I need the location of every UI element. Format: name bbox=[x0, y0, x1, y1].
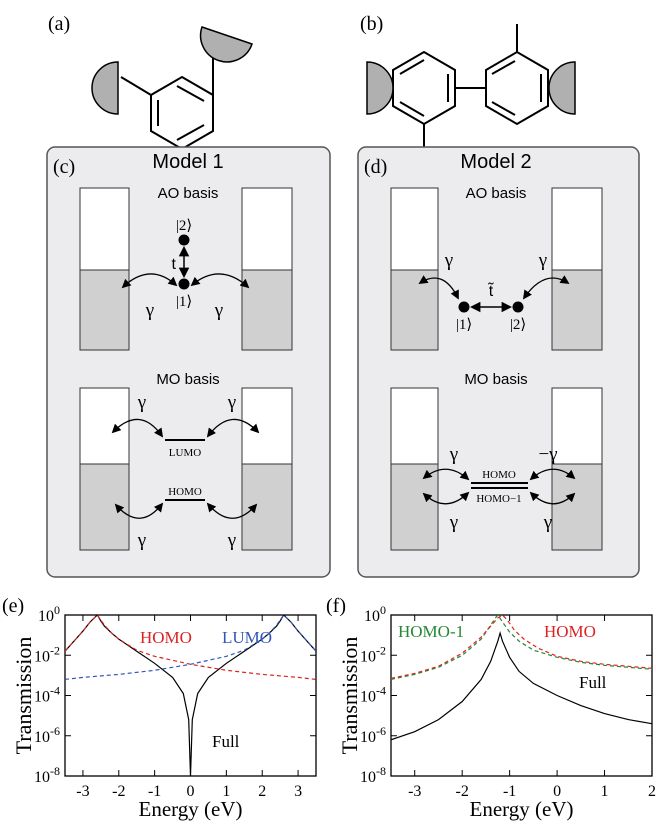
panel-c-site-1 bbox=[178, 278, 190, 290]
panel-c-ao-gamma-left: γ bbox=[145, 300, 154, 321]
electrode-contact-a-left bbox=[91, 61, 119, 115]
panel-d-ao-coupling-left bbox=[418, 275, 459, 300]
panel-d-site-2-label: |2⟩ bbox=[510, 317, 526, 333]
chart-f-xtick-label: -1 bbox=[503, 783, 516, 800]
chart-f-xtick-label: -3 bbox=[408, 783, 421, 800]
panel-d-ao-heading: AO basis bbox=[466, 185, 527, 202]
panel-d-site-1 bbox=[458, 301, 470, 313]
chart-f-ylabel: Transmission bbox=[337, 637, 362, 755]
molecule-b bbox=[369, 24, 572, 152]
panel-c-mo-coupling-bottom-right bbox=[206, 502, 258, 519]
chart-f-xlabel: Energy (eV) bbox=[470, 797, 574, 821]
panel-d-mo-coupling-top-right bbox=[529, 468, 576, 481]
chart-f-ytick-label: 10-6 bbox=[360, 724, 386, 746]
chart-e-xtick-label: 0 bbox=[187, 783, 195, 800]
panel-d-ao-gamma-right: γ bbox=[538, 250, 547, 271]
chart-e-ytick-label: 100 bbox=[38, 603, 60, 625]
panel-c-ao-coupling-left bbox=[121, 273, 178, 289]
panel-c-lumo-label: LUMO bbox=[169, 447, 201, 459]
panel-c-site-1-label: |1⟩ bbox=[176, 294, 192, 310]
panel-d-mo-heading: MO basis bbox=[464, 371, 527, 388]
panel-d-mo-coupling-bottom-left bbox=[422, 491, 470, 505]
panel-d-mo-coupling-top-left bbox=[422, 468, 470, 481]
panel-d-mo-gamma-bottom-left: γ bbox=[449, 512, 458, 533]
chart-e-ytick-label: 10-4 bbox=[34, 684, 60, 706]
chart-e-ylabel: Transmission bbox=[11, 637, 36, 755]
panel-c-mo-gamma-bottom-right: γ bbox=[227, 530, 236, 551]
chart-e-series-homo bbox=[65, 615, 316, 680]
panel-c-mo-coupling-top-right bbox=[206, 418, 260, 438]
chart-e-ytick-label: 10-2 bbox=[34, 643, 60, 665]
chart-f-series-full bbox=[391, 630, 652, 741]
chart-f: -3 -2 -1 0 1 2 100 10-2 10-4 10-6 10-8 Energy (eV) T… bbox=[337, 603, 656, 821]
panel-b-label: (b) bbox=[360, 13, 383, 35]
panel-d-homo-label: HOMO bbox=[482, 469, 516, 481]
panel-d-ao-gamma-left: γ bbox=[444, 250, 453, 271]
chart-e-xtick-label: -3 bbox=[76, 783, 89, 800]
chart-f-ytick-label: 100 bbox=[364, 603, 386, 625]
chart-e-ytick-label: 10-8 bbox=[34, 764, 60, 786]
chart-f-series-homo-1 bbox=[391, 615, 652, 680]
panel-d-label: (d) bbox=[364, 156, 387, 178]
chart-e-xtick-label: -2 bbox=[112, 783, 125, 800]
chart-f-label-full: Full bbox=[579, 673, 607, 692]
chart-f-ytick-label: 10-2 bbox=[360, 643, 386, 665]
chart-e: -3 -2 -1 0 1 2 3 100 10-2 10-4 10-6 10-8 Energy (eV)… bbox=[11, 603, 317, 821]
panel-c-site-2 bbox=[178, 234, 190, 246]
panel-c-mo-heading: MO basis bbox=[156, 371, 219, 388]
chart-e-xlabel: Energy (eV) bbox=[139, 797, 243, 821]
chart-f-ytick-label: 10-8 bbox=[360, 764, 386, 786]
panel-c-hopping-label: t bbox=[172, 256, 177, 273]
panel-c-mo-coupling-top-left bbox=[111, 418, 164, 438]
chart-e-label-lumo: LUMO bbox=[222, 628, 272, 647]
panel-c-mo-gamma-top-right: γ bbox=[227, 392, 236, 413]
panel-c-title: Model 1 bbox=[152, 151, 223, 173]
panel-c-ao-gamma-right: γ bbox=[214, 300, 223, 321]
panel-e-label: (e) bbox=[2, 595, 24, 617]
panel-f-label: (f) bbox=[326, 595, 346, 617]
panel-c-mo-coupling-bottom-left bbox=[114, 502, 164, 519]
chart-e-xtick-label: 2 bbox=[258, 783, 266, 800]
chart-e-xtick-label: -1 bbox=[148, 783, 161, 800]
chart-f-label-homo: HOMO bbox=[544, 622, 596, 641]
panel-d-homo-minus-1-label: HOMO−1 bbox=[476, 493, 521, 505]
chart-f-xtick-label: 0 bbox=[553, 783, 561, 800]
chart-e-ytick-label: 10-6 bbox=[34, 724, 60, 746]
panel-d-ao-coupling-right bbox=[522, 275, 570, 300]
chart-f-xtick-label: 2 bbox=[648, 783, 656, 800]
chart-e-series-lumo bbox=[65, 615, 316, 680]
panel-c-ao-coupling-right bbox=[190, 273, 250, 289]
panel-c-label: (c) bbox=[53, 156, 75, 178]
chart-e-xtick-label: 3 bbox=[294, 783, 302, 800]
panel-c-ao-heading: AO basis bbox=[158, 185, 219, 202]
chart-f-label-homo-1: HOMO-1 bbox=[398, 622, 464, 641]
chart-e-label-homo: HOMO bbox=[140, 628, 192, 647]
panel-a-label: (a) bbox=[48, 13, 70, 35]
panel-d-mo-gamma-bottom-right: γ bbox=[543, 512, 552, 533]
chart-f-xtick-label: 1 bbox=[601, 783, 609, 800]
panel-c-ao-electrodes bbox=[79, 187, 293, 351]
panel-d-mo-gamma-top-left: γ bbox=[449, 444, 458, 465]
panel-d-mo-coupling-bottom-right bbox=[529, 491, 576, 505]
molecule-a bbox=[120, 56, 214, 151]
panel-c-homo-label: HOMO bbox=[168, 486, 202, 498]
electrode-contact-b-right bbox=[548, 61, 576, 115]
chart-f-ytick-label: 10-4 bbox=[360, 684, 386, 706]
panel-d-site-2 bbox=[512, 301, 524, 313]
chart-e-label-full: Full bbox=[212, 732, 240, 751]
panel-c-site-2-label: |2⟩ bbox=[176, 218, 192, 234]
panel-d-title: Model 2 bbox=[460, 151, 531, 173]
electrode-contact-a-right bbox=[199, 26, 253, 63]
chart-e-xtick-label: 1 bbox=[222, 783, 230, 800]
panel-d-site-1-label: |1⟩ bbox=[456, 317, 472, 333]
electrode-contact-b-left bbox=[366, 61, 394, 115]
chart-f-xtick-label: -2 bbox=[456, 783, 469, 800]
panel-d-mo-electrodes bbox=[390, 387, 603, 551]
chart-f-series-homo bbox=[391, 615, 652, 679]
panel-c-mo-gamma-bottom-left: γ bbox=[137, 530, 146, 551]
panel-d-hopping-label: t̃ bbox=[487, 281, 494, 300]
panel-d-mo-gamma-top-right: −γ bbox=[538, 444, 557, 465]
panel-c-mo-gamma-top-left: γ bbox=[137, 392, 146, 413]
